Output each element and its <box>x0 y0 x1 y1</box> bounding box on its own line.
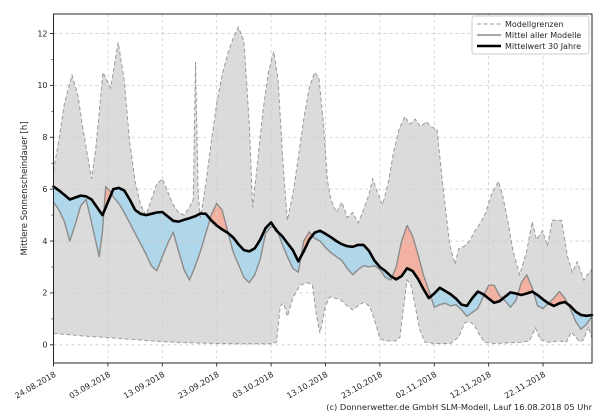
above-normal-fill <box>210 203 229 234</box>
above-normal-fill <box>517 274 534 295</box>
legend-label: Modellgrenzen <box>505 20 564 29</box>
y-tick-label: 0 <box>42 341 47 350</box>
below-normal-fill <box>312 230 392 280</box>
y-tick-label: 6 <box>42 185 47 194</box>
mean-30y-line <box>52 185 594 318</box>
y-axis-title: Mittlere Sonnenscheindauer [h] <box>20 121 30 255</box>
upper-model-bound-line <box>53 25 593 282</box>
y-tick-label: 10 <box>37 81 47 90</box>
y-tick-label: 4 <box>42 237 47 246</box>
legend-label: Mittelwert 30 Jahre <box>505 42 581 51</box>
y-tick-label: 12 <box>37 29 47 38</box>
below-normal-fill <box>53 186 104 257</box>
y-tick-label: 8 <box>42 133 47 142</box>
plot-frame <box>53 13 593 364</box>
legend-box <box>471 15 590 55</box>
y-tick-label: 2 <box>42 289 47 298</box>
lower-model-bound-line <box>53 278 593 345</box>
model-mean-line <box>52 185 593 330</box>
below-normal-fill <box>277 232 302 273</box>
caption: (c) Donnerwetter.de GmbH SLM-Modell, Lau… <box>326 402 592 412</box>
legend-label: Mittel aller Modelle <box>505 31 581 40</box>
